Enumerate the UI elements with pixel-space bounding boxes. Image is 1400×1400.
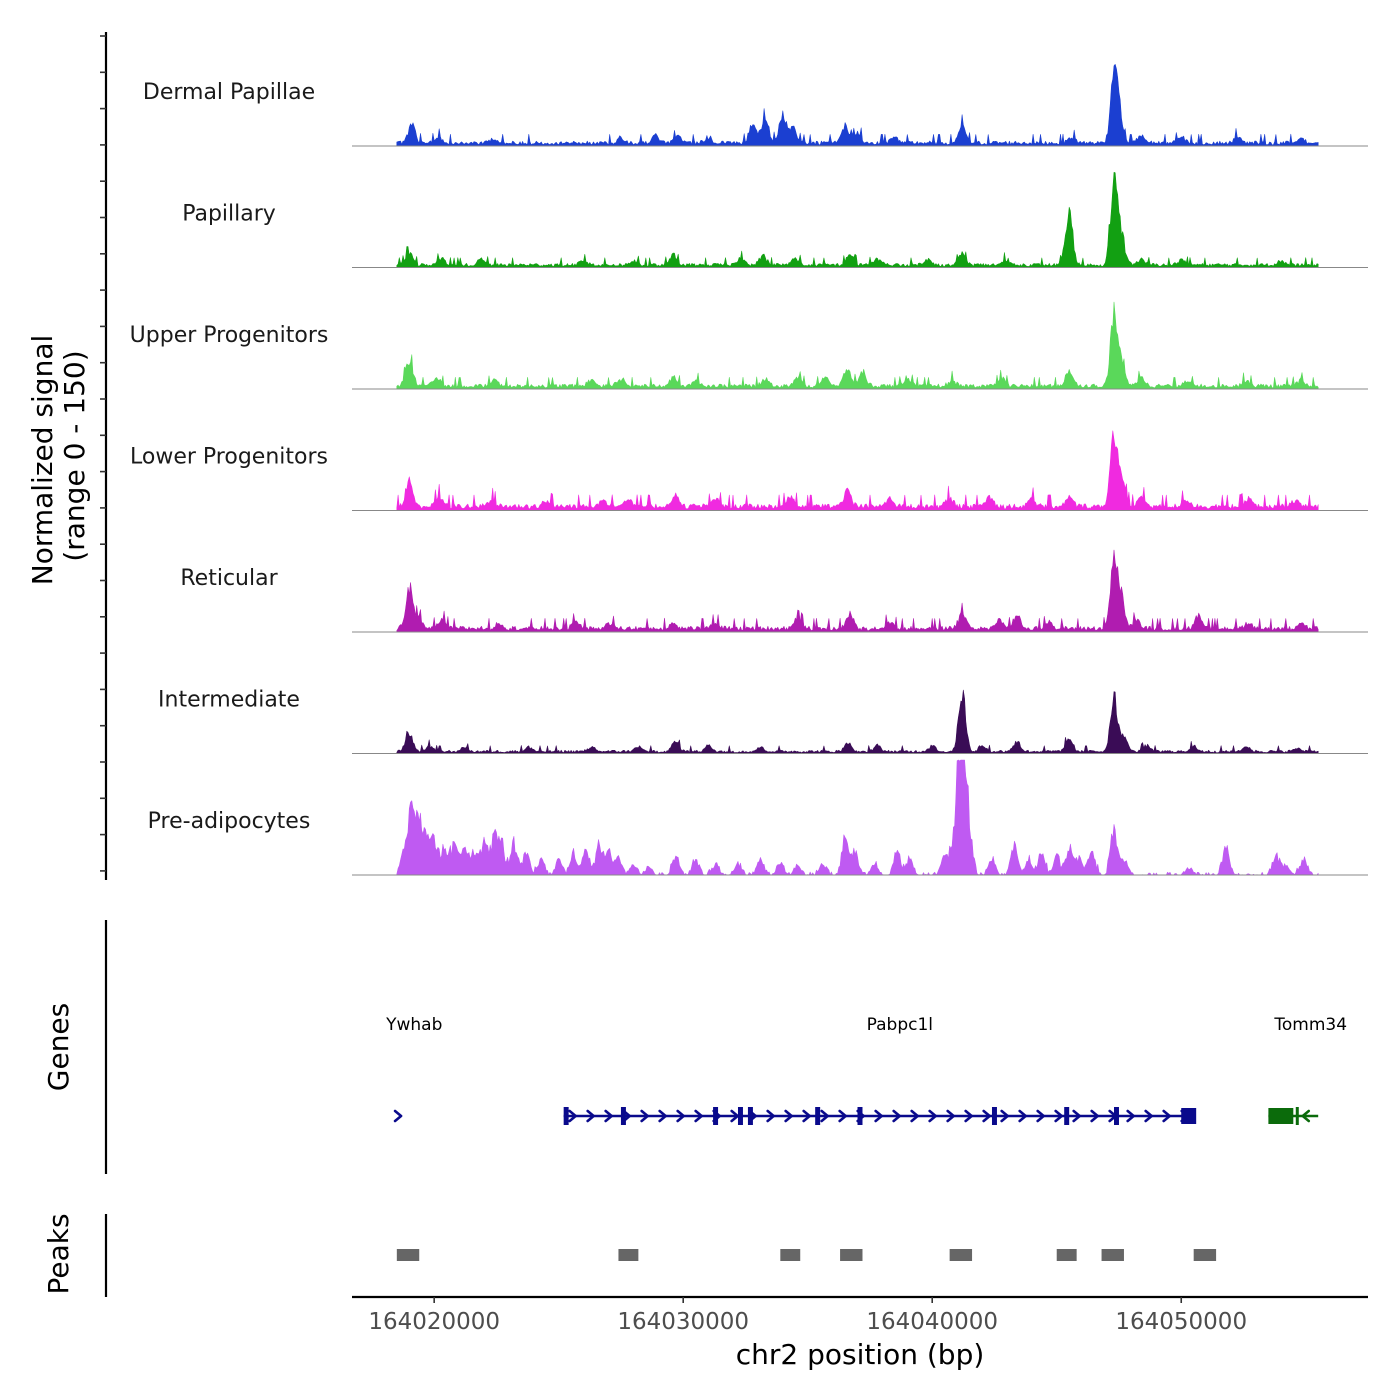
strand-arrow-icon: [766, 1109, 775, 1123]
strand-arrow-icon: [586, 1109, 595, 1123]
gene-pabpc1l: Pabpc1l: [563, 1015, 1197, 1125]
strand-arrow-icon: [928, 1109, 937, 1123]
gene-track: Genes Ywhab Pabpc1l Tomm34: [42, 920, 1347, 1174]
gene-ywhab: Ywhab: [385, 1015, 442, 1123]
track-upper-progenitors: Upper Progenitors: [130, 301, 1368, 390]
coverage-area-papillary: [396, 172, 1319, 268]
exon-pabpc1l: [815, 1107, 821, 1125]
strand-arrow-icon: [730, 1109, 739, 1123]
x-tick-label: 164020000: [368, 1309, 500, 1335]
exon-pabpc1l: [1114, 1107, 1119, 1125]
strand-arrow-icon: [838, 1109, 847, 1123]
coverage-area-intermediate: [396, 689, 1319, 754]
exon-pabpc1l: [620, 1107, 626, 1125]
track-label-lower-progenitors: Lower Progenitors: [130, 445, 328, 470]
peak-region: [949, 1249, 973, 1261]
y-axis-title: Normalized signal: [26, 335, 59, 586]
coverage-tracks: Dermal Papillae Papillary Upper Progenitor…: [130, 64, 1368, 876]
strand-arrow-icon: [982, 1109, 991, 1123]
exon-tomm34: [1268, 1108, 1294, 1124]
strand-arrow-icon: [946, 1109, 955, 1123]
exon-pabpc1l: [857, 1107, 863, 1125]
strand-arrow-icon: [393, 1109, 403, 1123]
exon-pabpc1l: [737, 1107, 743, 1125]
exon-pabpc1l: [1181, 1108, 1197, 1124]
y-axis-subtitle: (range 0 - 150): [58, 350, 91, 561]
peaks-panel-title: Peaks: [42, 1213, 75, 1294]
track-papillary: Papillary: [182, 172, 1368, 268]
strand-arrow-icon: [604, 1109, 613, 1123]
x-tick-label: 164040000: [866, 1309, 998, 1335]
peak-region: [840, 1249, 863, 1261]
track-label-intermediate: Intermediate: [158, 688, 300, 713]
strand-arrow-icon: [1036, 1109, 1045, 1123]
peak-track: Peaks: [42, 1213, 1217, 1297]
peak-region: [1193, 1249, 1217, 1261]
strand-arrow-icon: [1072, 1109, 1081, 1123]
peak-region: [780, 1249, 801, 1261]
track-intermediate: Intermediate: [158, 688, 1368, 754]
exon-pabpc1l: [713, 1107, 719, 1125]
strand-arrow-icon: [874, 1109, 883, 1123]
peak-region: [1056, 1249, 1077, 1261]
strand-arrow-icon: [1090, 1109, 1099, 1123]
track-reticular: Reticular: [180, 549, 1368, 633]
coverage-area-lower-progenitors: [396, 430, 1319, 511]
strand-arrow-icon: [1000, 1109, 1009, 1123]
strand-arrow-icon: [1018, 1109, 1027, 1123]
y-axis: Normalized signal (range 0 - 150): [26, 32, 108, 880]
strand-arrow-icon: [676, 1109, 685, 1123]
track-pre-adipocytes: Pre-adipocytes: [148, 759, 1368, 876]
strand-arrow-icon: [1301, 1109, 1311, 1123]
strand-arrow-icon: [820, 1109, 829, 1123]
track-label-upper-progenitors: Upper Progenitors: [130, 323, 329, 348]
exon-pabpc1l: [563, 1107, 569, 1125]
gene-label-ywhab: Ywhab: [385, 1015, 442, 1035]
coverage-area-upper-progenitors: [396, 301, 1319, 390]
peak-region: [1101, 1249, 1124, 1261]
exon-pabpc1l: [1064, 1107, 1070, 1125]
gene-tomm34: Tomm34: [1268, 1015, 1347, 1125]
genes-panel-title: Genes: [42, 1003, 75, 1091]
gene-label-tomm34: Tomm34: [1273, 1015, 1347, 1035]
strand-arrow-icon: [910, 1109, 919, 1123]
x-tick-label: 164050000: [1115, 1309, 1247, 1335]
strand-arrow-icon: [1144, 1109, 1153, 1123]
strand-arrow-icon: [802, 1109, 811, 1123]
strand-arrow-icon: [640, 1109, 649, 1123]
strand-arrow-icon: [568, 1109, 577, 1123]
strand-arrow-icon: [1162, 1109, 1171, 1123]
track-label-papillary: Papillary: [182, 202, 276, 227]
track-label-dermal-papillae: Dermal Papillae: [143, 80, 315, 105]
track-lower-progenitors: Lower Progenitors: [130, 430, 1368, 511]
strand-arrow-icon: [892, 1109, 901, 1123]
exon-pabpc1l: [991, 1107, 997, 1125]
strand-arrow-icon: [658, 1109, 667, 1123]
strand-arrow-icon: [1054, 1109, 1063, 1123]
track-label-pre-adipocytes: Pre-adipocytes: [148, 809, 311, 834]
strand-arrow-icon: [694, 1109, 703, 1123]
track-label-reticular: Reticular: [180, 566, 278, 591]
coverage-area-dermal-papillae: [396, 64, 1319, 147]
strand-arrow-icon: [1126, 1109, 1135, 1123]
x-tick-label: 164030000: [617, 1309, 749, 1335]
coverage-area-pre-adipocytes: [396, 759, 1319, 876]
gene-label-pabpc1l: Pabpc1l: [867, 1015, 933, 1035]
x-axis: 164020000 164030000 164040000 164050000 chr2…: [352, 1295, 1368, 1371]
peak-region: [618, 1249, 639, 1261]
peak-region: [396, 1249, 420, 1261]
track-dermal-papillae: Dermal Papillae: [143, 64, 1368, 147]
exon-tomm34: [1295, 1107, 1299, 1125]
strand-arrow-icon: [964, 1109, 973, 1123]
x-axis-title: chr2 position (bp): [736, 1338, 985, 1371]
strand-arrow-icon: [784, 1109, 793, 1123]
exon-pabpc1l: [747, 1107, 753, 1125]
coverage-area-reticular: [396, 549, 1319, 633]
